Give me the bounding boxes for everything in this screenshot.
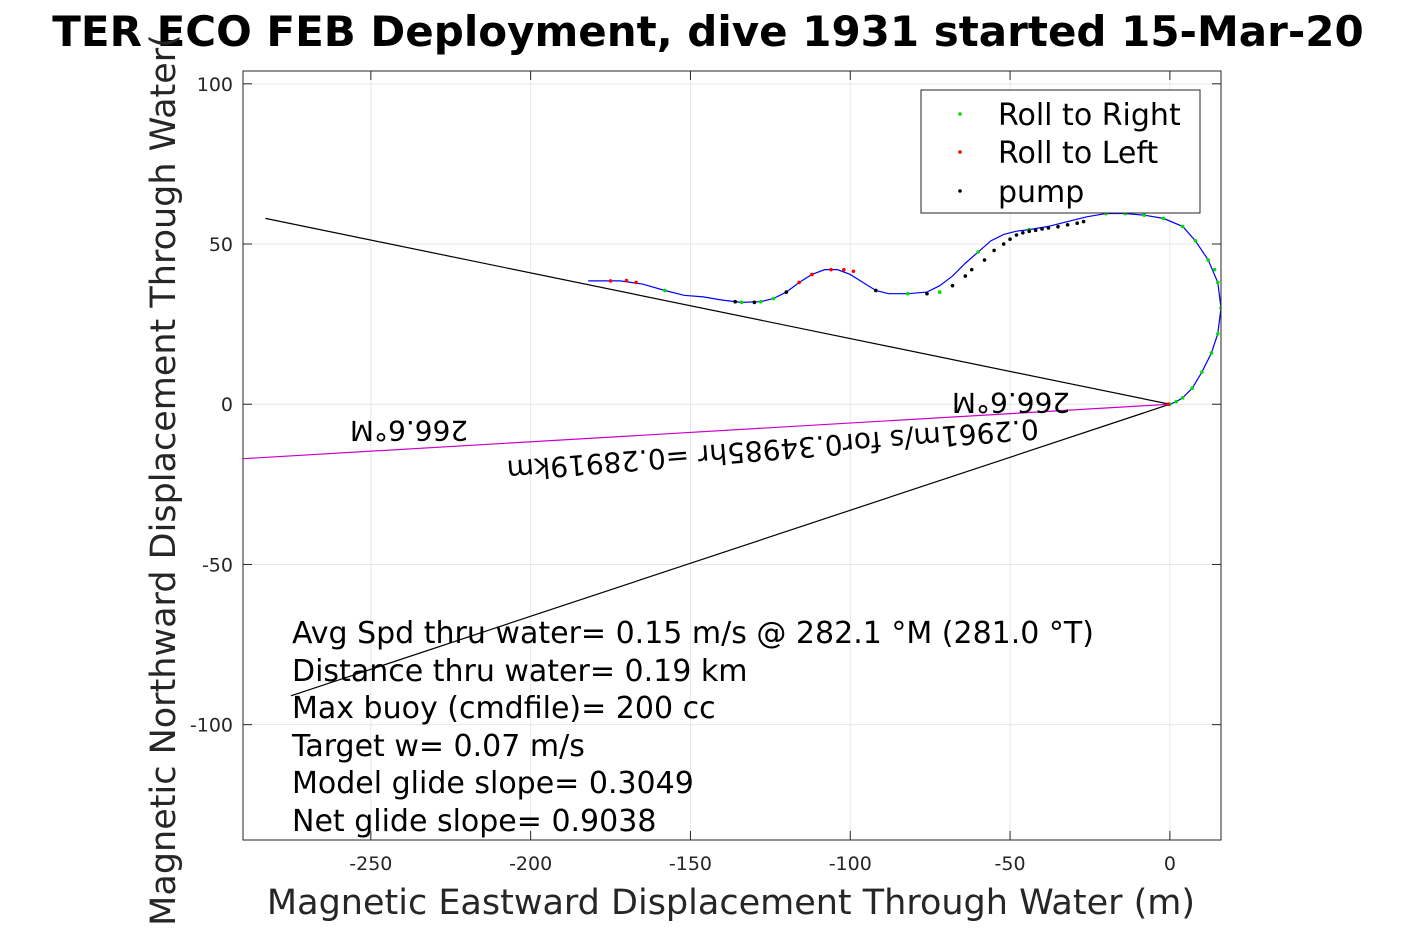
legend: Roll to Right Roll to Left pump xyxy=(920,89,1201,214)
pump-point xyxy=(1065,223,1070,227)
roll-right-point xyxy=(758,299,763,304)
roll-left-point xyxy=(797,280,801,285)
legend-label-roll-left: Roll to Left xyxy=(998,136,1158,171)
pump-point xyxy=(784,290,789,294)
legend-label-roll-right: Roll to Right xyxy=(998,98,1181,133)
x-tick-label: -50 xyxy=(995,853,1026,875)
plot-area-border xyxy=(242,70,1222,841)
pump-point xyxy=(1001,242,1006,246)
pump-point xyxy=(1075,221,1079,225)
roll-right-point xyxy=(1206,258,1211,262)
legend-marker-pump xyxy=(958,189,962,193)
pump-point xyxy=(1081,219,1086,224)
roll-left-point xyxy=(1166,402,1171,407)
pump-point xyxy=(1027,229,1032,234)
roll-right-point xyxy=(937,290,942,294)
roll-left-point xyxy=(634,280,638,285)
roll-left-point xyxy=(842,267,846,272)
y-tick-label: 100 xyxy=(197,74,233,96)
legend-marker-roll-right xyxy=(958,112,962,116)
roll-right-point xyxy=(1180,224,1185,229)
stat-target-w: Target w= 0.07 m/s xyxy=(291,729,585,764)
pump-point xyxy=(982,258,987,262)
x-axis-title: Magnetic Eastward Displacement Through W… xyxy=(267,883,1195,923)
pump-point xyxy=(1021,231,1025,235)
y-tick-label: 50 xyxy=(209,234,233,256)
stat-distance: Distance thru water= 0.19 km xyxy=(292,654,747,689)
grid-lines xyxy=(243,71,1221,840)
roll-left-point xyxy=(829,267,833,272)
pump-point xyxy=(733,299,737,304)
pump-point xyxy=(950,283,955,288)
reference-line-3 xyxy=(243,403,1170,460)
pump-point xyxy=(1040,227,1044,231)
roll-right-point xyxy=(739,300,744,305)
roll-left-point xyxy=(624,278,629,283)
stat-max-buoy: Max buoy (cmdfile)= 200 cc xyxy=(292,691,716,726)
stat-model-glide-slope: Model glide slope= 0.3049 xyxy=(292,766,694,801)
pump-point xyxy=(1014,233,1019,237)
pump-point xyxy=(1046,226,1051,230)
y-tick-label: -50 xyxy=(202,554,233,576)
reference-line-1 xyxy=(265,217,1170,405)
pump-point xyxy=(992,248,996,253)
y-tick-label: -100 xyxy=(190,715,233,737)
reference-line-2 xyxy=(290,403,1171,697)
roll-left-point xyxy=(608,279,613,283)
pump-point xyxy=(1033,228,1038,233)
roll-right-point xyxy=(1212,267,1217,272)
roll-right-point xyxy=(1216,280,1220,285)
x-tick-label: 0 xyxy=(1164,853,1176,875)
roll-right-point xyxy=(1174,399,1179,404)
roll-right-point xyxy=(976,250,980,254)
y-axis-title: Magnetic Northward Displacement Through … xyxy=(144,34,184,926)
data-series xyxy=(243,211,1221,697)
pump-point xyxy=(1056,224,1060,229)
x-tick-label: -200 xyxy=(509,853,552,875)
roll-right-point xyxy=(1161,216,1166,221)
chart-title: TER ECO FEB Deployment, dive 1931 starte… xyxy=(52,7,1363,56)
pump-point xyxy=(874,288,878,293)
x-tick-label: -150 xyxy=(669,853,712,875)
roll-right-point xyxy=(771,296,776,301)
legend-marker-roll-left xyxy=(958,150,962,154)
y-tick-label: 0 xyxy=(221,394,233,416)
legend-box xyxy=(920,89,1201,214)
roll-right-point xyxy=(663,288,667,293)
roll-right-point xyxy=(1180,396,1185,400)
legend-label-pump: pump xyxy=(998,175,1084,210)
roll-right-point xyxy=(905,291,910,296)
pump-point xyxy=(925,291,929,296)
x-tick-label: -100 xyxy=(829,853,872,875)
roll-right-point xyxy=(1142,213,1147,217)
roll-right-point xyxy=(1190,386,1195,391)
roll-left-point xyxy=(851,269,856,274)
roll-left-point xyxy=(810,272,814,277)
x-tick-label: -250 xyxy=(349,853,392,875)
stats-block: Avg Spd thru water= 0.15 m/s @ 282.1 °M … xyxy=(291,616,1094,839)
stat-net-glide-slope: Net glide slope= 0.9038 xyxy=(292,804,656,839)
roll-right-point xyxy=(1209,351,1214,355)
pump-point xyxy=(969,267,974,272)
stat-avg-speed: Avg Spd thru water= 0.15 m/s @ 282.1 °M … xyxy=(292,616,1094,651)
pump-point xyxy=(963,274,968,278)
pump-point xyxy=(752,300,757,305)
axis-ticks: -250 -200 -150 -100 -50 0 -100 -50 0 50 100 xyxy=(190,71,1221,875)
roll-right-point xyxy=(1193,239,1198,243)
glider-track-line xyxy=(588,212,1221,405)
heading-label-far: 266.6°M xyxy=(350,414,468,447)
roll-right-point xyxy=(1216,331,1220,336)
roll-right-point xyxy=(1200,370,1204,374)
pump-point xyxy=(1008,237,1012,242)
heading-label-near: 266.6°M xyxy=(952,386,1070,419)
